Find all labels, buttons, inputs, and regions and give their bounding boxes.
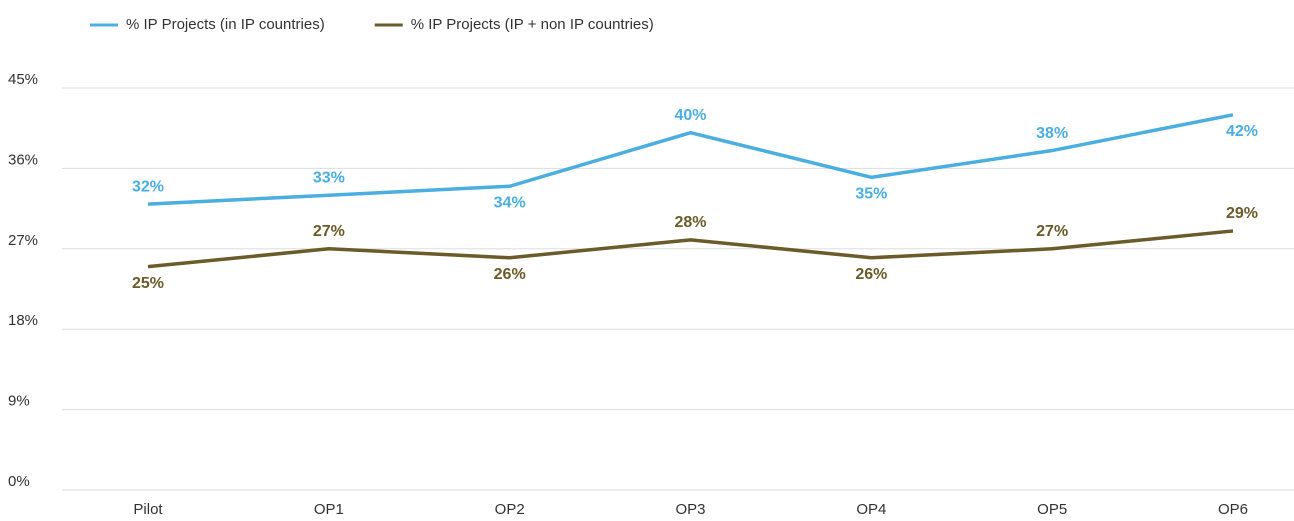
legend-label: % IP Projects (IP + non IP countries): [411, 16, 654, 33]
value-label: 33%: [313, 169, 345, 186]
value-label: 29%: [1226, 205, 1258, 222]
value-label: 42%: [1226, 123, 1258, 140]
x-tick-label: OP2: [495, 501, 525, 518]
x-tick-label: OP6: [1218, 501, 1248, 518]
y-tick-label: 27%: [8, 232, 38, 249]
series-line: [147, 229, 1234, 269]
x-tick-label: OP4: [856, 501, 886, 518]
value-label: 28%: [674, 214, 706, 231]
y-tick-label: 36%: [8, 151, 38, 168]
value-label: 38%: [1036, 125, 1068, 142]
value-label: 25%: [132, 275, 164, 292]
value-label: 26%: [855, 266, 887, 283]
value-label: 32%: [132, 178, 164, 195]
value-label: 34%: [494, 194, 526, 211]
series-line: [147, 113, 1234, 206]
value-label: 27%: [1036, 223, 1068, 240]
y-tick-label: 45%: [8, 71, 38, 88]
x-tick-label: OP3: [675, 501, 705, 518]
x-tick-label: Pilot: [133, 501, 163, 518]
x-tick-label: OP5: [1037, 501, 1067, 518]
y-tick-label: 18%: [8, 312, 38, 329]
y-tick-label: 9%: [8, 393, 30, 410]
value-label: 26%: [494, 266, 526, 283]
value-label: 35%: [855, 186, 887, 203]
x-tick-label: OP1: [314, 501, 344, 518]
legend-label: % IP Projects (in IP countries): [126, 16, 325, 33]
value-label: 27%: [313, 223, 345, 240]
value-label: 40%: [674, 107, 706, 124]
y-tick-label: 0%: [8, 473, 30, 490]
